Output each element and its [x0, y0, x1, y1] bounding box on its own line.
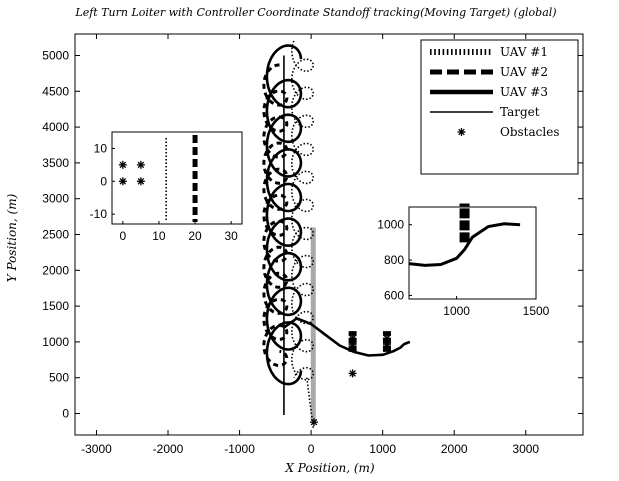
- x-tick-label: -3000: [81, 442, 112, 456]
- series-uav3-loiter: [265, 44, 303, 386]
- legend-item: UAV #1: [430, 45, 548, 59]
- legend-label: UAV #2: [500, 65, 548, 79]
- y-tick-label: 1500: [42, 299, 69, 313]
- x-tick-label: 2000: [441, 442, 468, 456]
- y-tick-label: 1000: [42, 335, 69, 349]
- inset-right-y-tick-label: 1000: [377, 218, 404, 232]
- y-tick-label: 5000: [42, 48, 69, 62]
- inset-left-x-tick-label: 30: [224, 229, 238, 243]
- inset-left-x-tick-label: 0: [119, 229, 126, 243]
- x-axis-label: X Position, (m): [284, 461, 374, 475]
- obstacle-marker: [309, 418, 318, 427]
- legend: UAV #1 UAV #2 UAV #3 Target Obstacles: [420, 39, 579, 175]
- y-tick-label: 0: [62, 407, 69, 421]
- y-tick-label: 500: [49, 371, 69, 385]
- series-uav2-coils: [262, 63, 289, 368]
- x-tick-label: 0: [308, 442, 315, 456]
- inset-left-y-tick-label: 10: [94, 141, 108, 155]
- inset-left-y-tick-label: -10: [90, 207, 108, 221]
- x-tick-label: -2000: [153, 442, 184, 456]
- legend-item: UAV #2: [430, 65, 548, 79]
- main-ticks: -3000 -2000 -1000 0 1000 2000 3000050010001500…: [42, 34, 583, 456]
- inset-right: 1000 1500 1000 800 600: [377, 203, 550, 318]
- y-tick-label: 3500: [42, 156, 69, 170]
- x-tick-label: -1000: [224, 442, 255, 456]
- legend-item: Obstacles: [457, 125, 559, 139]
- inset-left: 0 10 20 30 10 0 -10: [90, 131, 243, 243]
- inset-left-y-tick-label: 0: [100, 174, 107, 188]
- legend-swatch-marker: [457, 128, 466, 136]
- inset-right-y-tick-label: 600: [384, 288, 404, 302]
- y-tick-label: 2000: [42, 263, 69, 277]
- main-data: [262, 40, 411, 428]
- inset-left-box: [111, 131, 243, 225]
- chart-title: Left Turn Loiter with Controller Coordin…: [74, 6, 556, 19]
- legend-label: UAV #1: [500, 45, 548, 59]
- inset-right-uav3: [408, 222, 521, 267]
- inset-right-x-tick-label: 1500: [523, 304, 550, 318]
- x-tick-label: 3000: [512, 442, 539, 456]
- y-tick-label: 4500: [42, 84, 69, 98]
- x-tick-label: 1000: [369, 442, 396, 456]
- y-tick-label: 4000: [42, 120, 69, 134]
- legend-box: [420, 39, 579, 175]
- obstacle-marker: [348, 340, 357, 349]
- obstacle-marker: [348, 369, 357, 378]
- obstacle-marker: [382, 340, 391, 349]
- legend-label: UAV #3: [500, 85, 548, 99]
- inset-left-x-tick-label: 20: [188, 229, 202, 243]
- inset-left-x-tick-label: 10: [152, 229, 166, 243]
- series-uav3-exit: [283, 316, 411, 357]
- legend-label: Target: [500, 105, 540, 119]
- y-tick-label: 2500: [42, 228, 69, 242]
- series-uav1-coils: [290, 40, 315, 381]
- inset-right-box: [408, 206, 537, 300]
- inset-right-x-tick-label: 1000: [443, 304, 470, 318]
- inset-right-y-tick-label: 800: [384, 253, 404, 267]
- inset-left-obstacle: [136, 160, 145, 169]
- legend-label: Obstacles: [500, 125, 559, 139]
- inset-left-obstacle: [118, 160, 127, 169]
- inset-left-obstacle: [118, 177, 127, 186]
- y-tick-label: 3000: [42, 192, 69, 206]
- y-axis-label: Y Position, (m): [5, 193, 19, 282]
- inset-left-obstacle: [136, 177, 145, 186]
- legend-item: UAV #3: [430, 85, 548, 99]
- legend-item: Target: [430, 105, 540, 119]
